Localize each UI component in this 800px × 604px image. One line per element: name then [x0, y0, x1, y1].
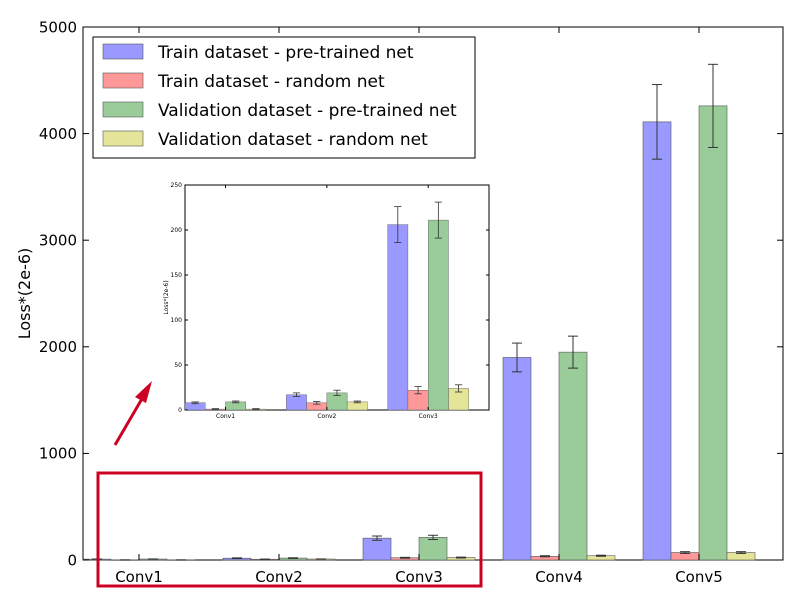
y-axis-label: Loss*(2e-6) [15, 248, 34, 340]
y-tick-label: 0 [67, 551, 77, 569]
x-tick-label-conv5: Conv5 [675, 568, 723, 586]
bar-conv3-series-1 [387, 224, 409, 411]
x-tick-label-conv1: Conv1 [216, 413, 235, 420]
y-tick-label: 5000 [39, 18, 77, 36]
x-tick-label-conv1: Conv1 [115, 568, 163, 586]
bar-conv3-series-3 [428, 219, 449, 411]
bar-conv4-series-3 [558, 351, 588, 561]
legend-box [92, 36, 476, 159]
legend-swatch-4 [102, 130, 144, 147]
bar-conv5-series-1 [642, 121, 672, 561]
y-tick-label: 4000 [39, 125, 77, 143]
inset-chart: 0 50 100 150 200 250 Conv1 Conv2 Conv3 Loss*(2e-6… [163, 182, 490, 420]
legend: Train dataset - pre-trained net Train dat… [92, 36, 476, 159]
legend-label-4: Validation dataset - random net [158, 130, 428, 150]
y-tick-label: 100 [171, 317, 183, 324]
bar-conv3-series-1 [362, 537, 392, 561]
legend-label-2: Train dataset - random net [157, 72, 385, 92]
y-tick-label: 250 [171, 182, 183, 189]
legend-swatch-3 [102, 101, 144, 118]
y-tick-label: 200 [171, 227, 183, 234]
legend-label-3: Validation dataset - pre-trained net [158, 101, 457, 121]
x-tick-label-conv2: Conv2 [317, 413, 336, 420]
y-tick-label: 2000 [39, 338, 77, 356]
y-tick-label: 1000 [39, 445, 77, 463]
y-axis-label: Loss*(2e-6) [163, 280, 170, 314]
zoom-arrow-line [113, 396, 145, 446]
bar-conv4-series-1 [502, 357, 532, 561]
highlight-box [96, 471, 483, 588]
legend-swatch-2 [102, 72, 144, 89]
y-tick-label: 0 [178, 407, 182, 414]
legend-swatch-1 [102, 43, 144, 60]
x-tick-label-conv4: Conv4 [535, 568, 583, 586]
y-tick-label: 50 [174, 362, 182, 369]
y-tick-label: 150 [171, 272, 183, 279]
x-tick-label-conv2: Conv2 [255, 568, 303, 586]
legend-label-1: Train dataset - pre-trained net [157, 43, 414, 63]
x-tick-label-conv3: Conv3 [395, 568, 443, 586]
bar-conv3-series-3 [418, 537, 448, 561]
x-tick-label-conv3: Conv3 [419, 413, 438, 420]
bar-conv5-series-3 [698, 105, 728, 561]
zoom-arrow-head [135, 381, 152, 403]
bar-conv2-series-1 [286, 394, 307, 411]
y-tick-label: 3000 [39, 231, 77, 249]
